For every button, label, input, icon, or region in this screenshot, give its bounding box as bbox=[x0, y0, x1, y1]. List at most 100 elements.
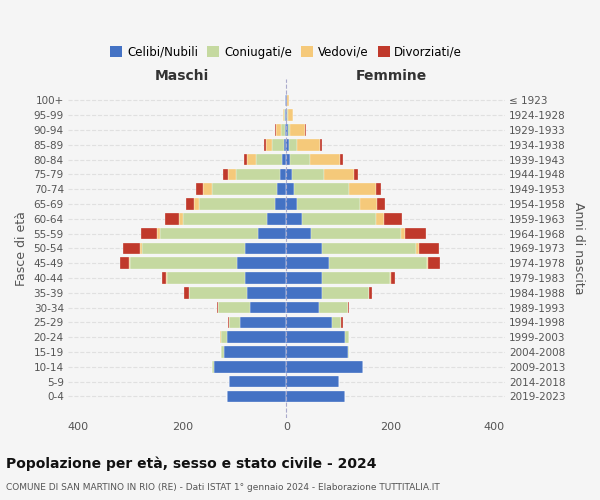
Bar bbox=[311, 228, 401, 239]
Bar bbox=[247, 154, 256, 166]
Bar bbox=[284, 110, 285, 121]
Bar bbox=[288, 124, 290, 136]
Bar bbox=[286, 168, 292, 180]
Bar bbox=[236, 168, 280, 180]
Bar bbox=[329, 258, 427, 269]
Bar bbox=[239, 316, 286, 328]
Bar bbox=[377, 198, 385, 209]
Bar bbox=[292, 168, 324, 180]
Bar bbox=[237, 258, 286, 269]
Bar bbox=[289, 110, 293, 121]
Bar bbox=[275, 124, 277, 136]
Bar bbox=[258, 228, 286, 239]
Bar bbox=[286, 302, 319, 314]
Bar bbox=[324, 168, 354, 180]
Bar bbox=[227, 332, 286, 343]
Bar bbox=[184, 287, 188, 298]
Bar bbox=[286, 287, 322, 298]
Bar bbox=[286, 242, 322, 254]
Bar bbox=[277, 184, 286, 195]
Bar bbox=[142, 242, 245, 254]
Bar bbox=[212, 361, 214, 372]
Bar bbox=[130, 258, 237, 269]
Bar bbox=[416, 242, 419, 254]
Bar bbox=[281, 124, 285, 136]
Bar bbox=[347, 346, 349, 358]
Bar bbox=[289, 139, 297, 150]
Bar bbox=[319, 302, 347, 314]
Bar bbox=[285, 124, 286, 136]
Bar bbox=[349, 184, 376, 195]
Bar bbox=[294, 184, 349, 195]
Bar bbox=[287, 94, 289, 106]
Bar bbox=[247, 287, 286, 298]
Bar bbox=[297, 139, 320, 150]
Bar bbox=[340, 154, 343, 166]
Bar bbox=[286, 228, 311, 239]
Bar bbox=[203, 184, 212, 195]
Bar bbox=[224, 346, 286, 358]
Bar bbox=[354, 168, 358, 180]
Bar bbox=[344, 332, 349, 343]
Bar bbox=[220, 332, 221, 343]
Bar bbox=[256, 154, 282, 166]
Bar bbox=[401, 228, 405, 239]
Bar bbox=[129, 258, 130, 269]
Bar bbox=[166, 272, 167, 284]
Bar bbox=[282, 154, 286, 166]
Bar bbox=[214, 361, 286, 372]
Bar bbox=[196, 184, 203, 195]
Bar bbox=[227, 390, 286, 402]
Bar bbox=[427, 258, 428, 269]
Bar bbox=[266, 213, 286, 224]
Bar bbox=[332, 316, 341, 328]
Bar bbox=[305, 124, 306, 136]
Bar bbox=[275, 198, 286, 209]
Bar bbox=[229, 316, 239, 328]
Bar bbox=[376, 184, 381, 195]
Bar bbox=[245, 272, 286, 284]
Bar bbox=[428, 258, 440, 269]
Bar bbox=[227, 168, 236, 180]
Bar bbox=[228, 316, 229, 328]
Bar bbox=[217, 302, 218, 314]
Bar bbox=[419, 242, 439, 254]
Bar bbox=[310, 154, 340, 166]
Bar bbox=[297, 198, 360, 209]
Bar bbox=[302, 213, 376, 224]
Bar bbox=[285, 94, 286, 106]
Bar bbox=[322, 242, 416, 254]
Bar bbox=[189, 287, 247, 298]
Bar bbox=[322, 272, 390, 284]
Text: Popolazione per età, sesso e stato civile - 2024: Popolazione per età, sesso e stato civil… bbox=[6, 456, 377, 471]
Bar bbox=[286, 213, 302, 224]
Bar bbox=[286, 361, 363, 372]
Bar bbox=[277, 124, 281, 136]
Bar bbox=[266, 139, 272, 150]
Bar bbox=[285, 110, 286, 121]
Bar bbox=[286, 272, 322, 284]
Bar bbox=[405, 228, 425, 239]
Bar bbox=[157, 228, 160, 239]
Bar bbox=[141, 228, 157, 239]
Text: Femmine: Femmine bbox=[355, 70, 427, 84]
Bar bbox=[221, 346, 224, 358]
Legend: Celibi/Nubili, Coniugati/e, Vedovi/e, Divorziati/e: Celibi/Nubili, Coniugati/e, Vedovi/e, Di… bbox=[106, 41, 467, 64]
Bar bbox=[376, 213, 383, 224]
Bar bbox=[187, 198, 194, 209]
Bar bbox=[272, 139, 284, 150]
Bar bbox=[290, 154, 310, 166]
Bar bbox=[218, 302, 250, 314]
Bar bbox=[286, 332, 344, 343]
Bar bbox=[123, 242, 140, 254]
Bar bbox=[286, 184, 294, 195]
Bar bbox=[161, 272, 166, 284]
Bar bbox=[283, 110, 284, 121]
Bar bbox=[286, 139, 289, 150]
Y-axis label: Anni di nascita: Anni di nascita bbox=[572, 202, 585, 294]
Bar bbox=[322, 287, 370, 298]
Bar bbox=[286, 258, 329, 269]
Bar bbox=[244, 154, 247, 166]
Bar bbox=[167, 272, 245, 284]
Bar bbox=[287, 110, 289, 121]
